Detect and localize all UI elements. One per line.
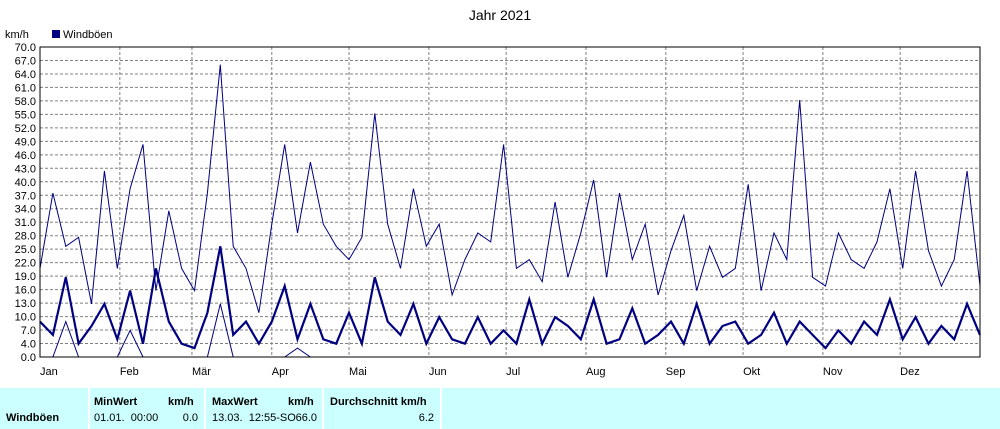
y-tick-label: 19.0 [15, 271, 36, 283]
y-tick-label: 61.0 [15, 82, 36, 94]
cell-bg [0, 388, 88, 429]
y-tick-label: 37.0 [15, 190, 36, 202]
x-tick-label: Nov [823, 366, 843, 378]
cell: 13.03. 12:55-SO [212, 412, 296, 424]
y-unit: km/h [5, 29, 29, 41]
y-tick-label: 16.0 [15, 285, 36, 297]
x-tick-label: Aug [586, 366, 606, 378]
cell-bg [206, 388, 322, 429]
cell-bg [442, 388, 1000, 429]
x-tick-label: Jul [506, 366, 520, 378]
y-tick-label: 34.0 [15, 204, 36, 216]
y-tick-label: 46.0 [15, 150, 36, 162]
header: km/h [288, 396, 314, 408]
cell: 0.0 [182, 412, 198, 424]
chart: Jahr 2021 km/h 0.04.0 7.010.0 13.016.0 19.0… [5, 7, 982, 378]
x-tick-label: Sep [666, 366, 686, 378]
y-tick-label: 0.0 [21, 352, 36, 364]
y-tick-label: 52.0 [15, 123, 36, 135]
header: km/h [168, 396, 194, 408]
y-tick-label: 10.0 [15, 312, 36, 324]
y-tick-label: 31.0 [15, 217, 36, 229]
y-tick-label: 13.0 [15, 298, 36, 310]
plot-frame [39, 46, 981, 358]
cell-bg [90, 388, 204, 429]
x-tick-label: Dez [900, 366, 920, 378]
x-tick-label: Mär [192, 366, 211, 378]
row-label: Windböen [6, 412, 60, 424]
y-tick-label: 25.0 [15, 244, 36, 256]
y-tick-label: 43.0 [15, 163, 36, 175]
header: MaxWert [212, 396, 258, 408]
legend-label: Windböen [63, 29, 113, 41]
cell: 01.01. 00:00 [94, 412, 159, 424]
y-tick-label: 22.0 [15, 258, 36, 270]
chart-title: Jahr 2021 [469, 7, 531, 23]
y-tick-label: 58.0 [15, 96, 36, 108]
y-tick-label: 67.0 [15, 55, 36, 67]
cell-bg [324, 388, 440, 429]
y-tick-label: 55.0 [15, 109, 36, 121]
cell: 66.0 [295, 412, 317, 424]
x-tick-label: Mai [349, 366, 367, 378]
x-tick-label: Jan [40, 366, 58, 378]
x-tick-label: Feb [120, 366, 139, 378]
legend-swatch [52, 30, 60, 38]
x-tick-label: Apr [272, 366, 289, 378]
header: Durchschnitt km/h [330, 396, 427, 408]
cell: 6.2 [418, 412, 434, 424]
y-tick-label: 64.0 [15, 69, 36, 81]
y-tick-label: 40.0 [15, 177, 36, 189]
series-line [39, 64, 981, 313]
y-tick-label: 70.0 [15, 42, 36, 54]
x-tick-label: Okt [743, 366, 760, 378]
series-line [39, 246, 982, 350]
summary-table: Windböen MinWert km/h MaxWert km/h Durch… [0, 388, 1000, 429]
y-tick-label: 7.0 [21, 325, 36, 337]
y-tick-label: 4.0 [21, 339, 36, 351]
x-tick-label: Jun [429, 366, 447, 378]
y-tick-label: 49.0 [15, 136, 36, 148]
header: MinWert [94, 396, 138, 408]
y-tick-label: 28.0 [15, 231, 36, 243]
